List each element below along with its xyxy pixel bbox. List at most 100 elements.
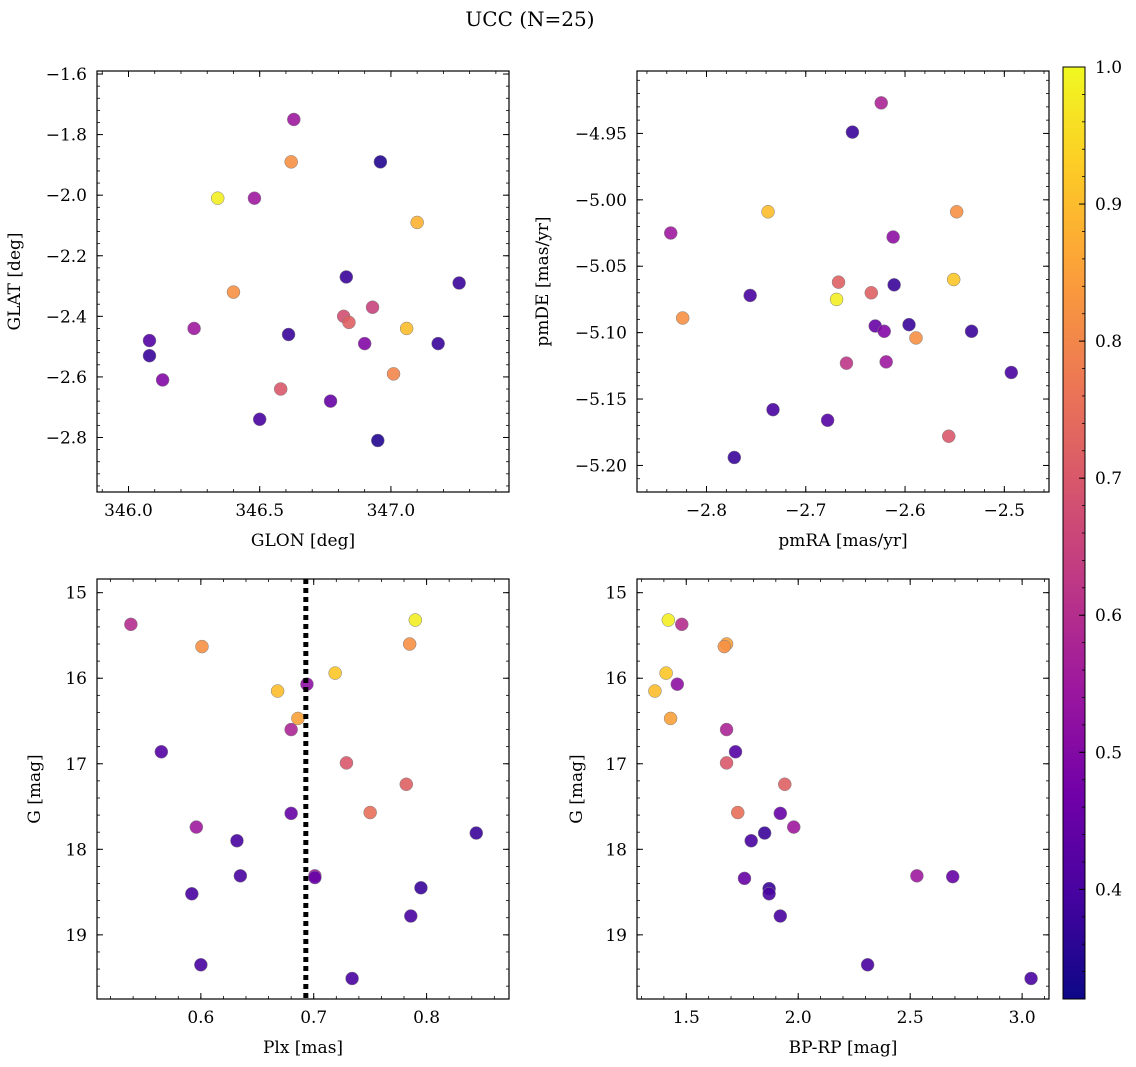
panel-glon-glat: 346.0 346.5 347.0 −1.6 −1.8 −2.0 −2.2 −2.4 −2.6 −… (5, 65, 510, 551)
plot-frame (96, 578, 510, 1000)
y-tick-label: −5.00 (575, 191, 627, 211)
x-tick-label: 0.8 (413, 1008, 440, 1028)
data-point (339, 756, 354, 770)
data-point (363, 805, 377, 820)
panel-plx-g: 0.6 0.7 0.8 15 16 17 18 19 Plx [mas] G [mag] (25, 578, 510, 1058)
data-point (1004, 365, 1019, 380)
data-point (877, 324, 891, 339)
data-point (731, 805, 745, 820)
y-tick-label: −2.6 (46, 368, 87, 388)
x-tick-label: 2.5 (897, 1008, 924, 1028)
panel-pmra-pmde: −2.8 −2.7 −2.6 −2.5 −4.95 −5.00 −5.05 −5.10 −5.1… (533, 70, 1050, 551)
data-point (342, 315, 356, 330)
y-tick-label: −2.0 (46, 186, 87, 206)
data-point (910, 869, 924, 883)
data-point (845, 125, 860, 139)
colorbar: 0.4 0.5 0.6 0.7 0.8 0.9 1.0 (1062, 58, 1122, 1000)
data-point (864, 286, 879, 300)
data-point (155, 373, 170, 387)
points-layer (124, 579, 484, 999)
data-point (670, 677, 685, 691)
data-point (831, 275, 846, 289)
data-point (648, 684, 662, 698)
y-axis-label: G [mag] (567, 754, 587, 823)
data-point (887, 278, 901, 292)
data-point (233, 869, 248, 883)
data-point (371, 433, 385, 448)
data-point (195, 639, 209, 654)
y-tick-label: 16 (605, 669, 627, 689)
colorbar-tick-label: 1.0 (1095, 58, 1122, 78)
data-point (452, 276, 466, 290)
data-point (339, 270, 354, 284)
points-layer (142, 112, 466, 448)
data-point (949, 205, 964, 219)
data-point (659, 666, 673, 680)
data-point (778, 777, 792, 792)
y-tick-label: −5.05 (575, 257, 627, 277)
colorbar-tick-label: 0.4 (1095, 880, 1122, 900)
data-point (284, 155, 298, 169)
x-tick-label: 346.0 (104, 501, 153, 521)
data-point (142, 348, 157, 363)
y-tick-label: −1.6 (46, 65, 87, 85)
data-point (719, 756, 734, 770)
y-tick-label: 17 (605, 755, 627, 775)
data-point (737, 871, 752, 886)
data-point (663, 711, 678, 726)
data-point (357, 336, 372, 351)
data-point (728, 745, 743, 759)
y-tick-label: 18 (65, 840, 87, 860)
y-tick-label: −4.95 (575, 124, 627, 144)
data-point (757, 826, 772, 840)
data-point (345, 971, 359, 986)
data-point (717, 639, 732, 654)
data-point (410, 215, 424, 230)
y-tick-label: −2.8 (46, 428, 87, 448)
data-point (185, 887, 199, 901)
data-point (1024, 971, 1038, 986)
y-tick-label: −2.4 (46, 307, 87, 327)
data-point (839, 356, 854, 370)
y-tick-label: −1.8 (46, 126, 87, 146)
data-point (230, 834, 244, 848)
data-point (431, 336, 445, 351)
data-point (874, 96, 888, 110)
data-point (675, 311, 690, 325)
data-point (879, 355, 893, 369)
data-point (284, 722, 298, 737)
x-tick-label: −2.7 (785, 501, 826, 521)
data-point (284, 806, 298, 821)
data-point (719, 722, 734, 737)
data-point (287, 112, 301, 127)
data-point (270, 684, 285, 698)
data-point (773, 909, 788, 923)
data-point (328, 666, 342, 680)
data-point (941, 429, 956, 443)
colorbar-gradient (1062, 66, 1086, 1000)
y-tick-label: 19 (605, 926, 627, 946)
x-tick-label: −2.6 (884, 501, 925, 521)
data-point (964, 324, 979, 339)
data-point (902, 317, 916, 332)
x-tick-label: −2.5 (984, 501, 1025, 521)
y-tick-label: 15 (65, 584, 87, 604)
colorbar-tick-label: 0.9 (1095, 195, 1122, 215)
y-tick-label: −5.20 (575, 456, 627, 476)
data-point (252, 412, 267, 427)
y-tick-label: −5.10 (575, 324, 627, 344)
data-point (766, 402, 780, 417)
data-point (154, 745, 169, 759)
y-tick-label: 17 (65, 755, 87, 775)
data-point (743, 288, 757, 303)
plot-frame (636, 70, 1050, 493)
data-point (727, 450, 742, 465)
data-point (187, 321, 201, 336)
y-tick-label: 15 (605, 584, 627, 604)
data-point (308, 870, 322, 885)
data-point (786, 820, 801, 834)
data-point (408, 613, 423, 627)
data-point (761, 205, 775, 219)
data-point (399, 777, 414, 792)
